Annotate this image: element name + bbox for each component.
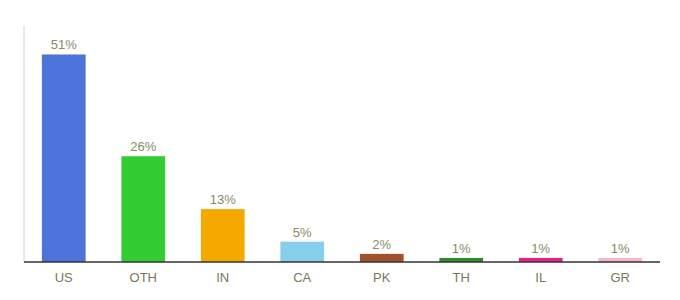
bar — [360, 254, 404, 262]
x-tick-labels: US OTH IN CA PK TH IL GR — [55, 270, 630, 285]
bar — [121, 156, 165, 262]
x-tick-label: GR — [611, 270, 631, 285]
x-tick-label: TH — [453, 270, 470, 285]
x-tick-label: IL — [535, 270, 546, 285]
x-axis-line — [24, 261, 660, 263]
x-tick-label: CA — [293, 270, 311, 285]
data-label: 5% — [293, 225, 312, 240]
bar — [201, 209, 245, 262]
y-axis-line — [24, 26, 25, 262]
x-tick-label: US — [55, 270, 73, 285]
data-label: 1% — [531, 241, 550, 256]
x-tick-label: PK — [373, 270, 391, 285]
data-label: 13% — [210, 192, 236, 207]
chart-container: 51% 26% 13% 5% 2% 1% 1% 1% US OTH IN CA PK TH IL GR — [0, 0, 680, 300]
data-labels: 51% 26% 13% 5% 2% 1% 1% 1% — [51, 37, 630, 255]
chart: 51% 26% 13% 5% 2% 1% 1% 1% US OTH IN CA PK TH IL GR — [0, 0, 680, 300]
x-tick-label: IN — [216, 270, 229, 285]
data-label: 2% — [372, 237, 391, 252]
bar — [280, 242, 324, 262]
data-label: 51% — [51, 37, 77, 52]
x-tick-label: OTH — [130, 270, 157, 285]
bar — [42, 54, 86, 262]
bars — [42, 54, 642, 262]
data-label: 1% — [452, 241, 471, 256]
data-label: 1% — [611, 241, 630, 256]
data-label: 26% — [130, 139, 156, 154]
